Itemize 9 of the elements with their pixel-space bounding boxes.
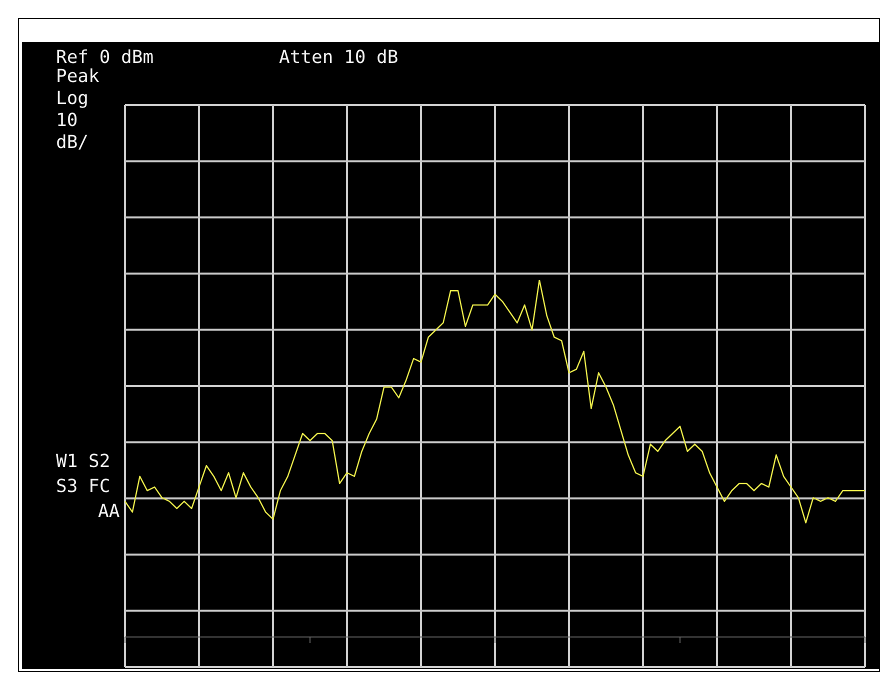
- text: dB/: [56, 132, 89, 153]
- text: Ref 0 dBm: [56, 47, 154, 68]
- text: Log: [56, 88, 89, 109]
- text: Atten 10 dB: [279, 47, 398, 68]
- text: AA: [98, 501, 120, 522]
- text: W1 S2: [56, 451, 110, 472]
- text: S3 FC: [56, 476, 110, 497]
- text: 10: [56, 110, 78, 131]
- text: Peak: [56, 66, 100, 87]
